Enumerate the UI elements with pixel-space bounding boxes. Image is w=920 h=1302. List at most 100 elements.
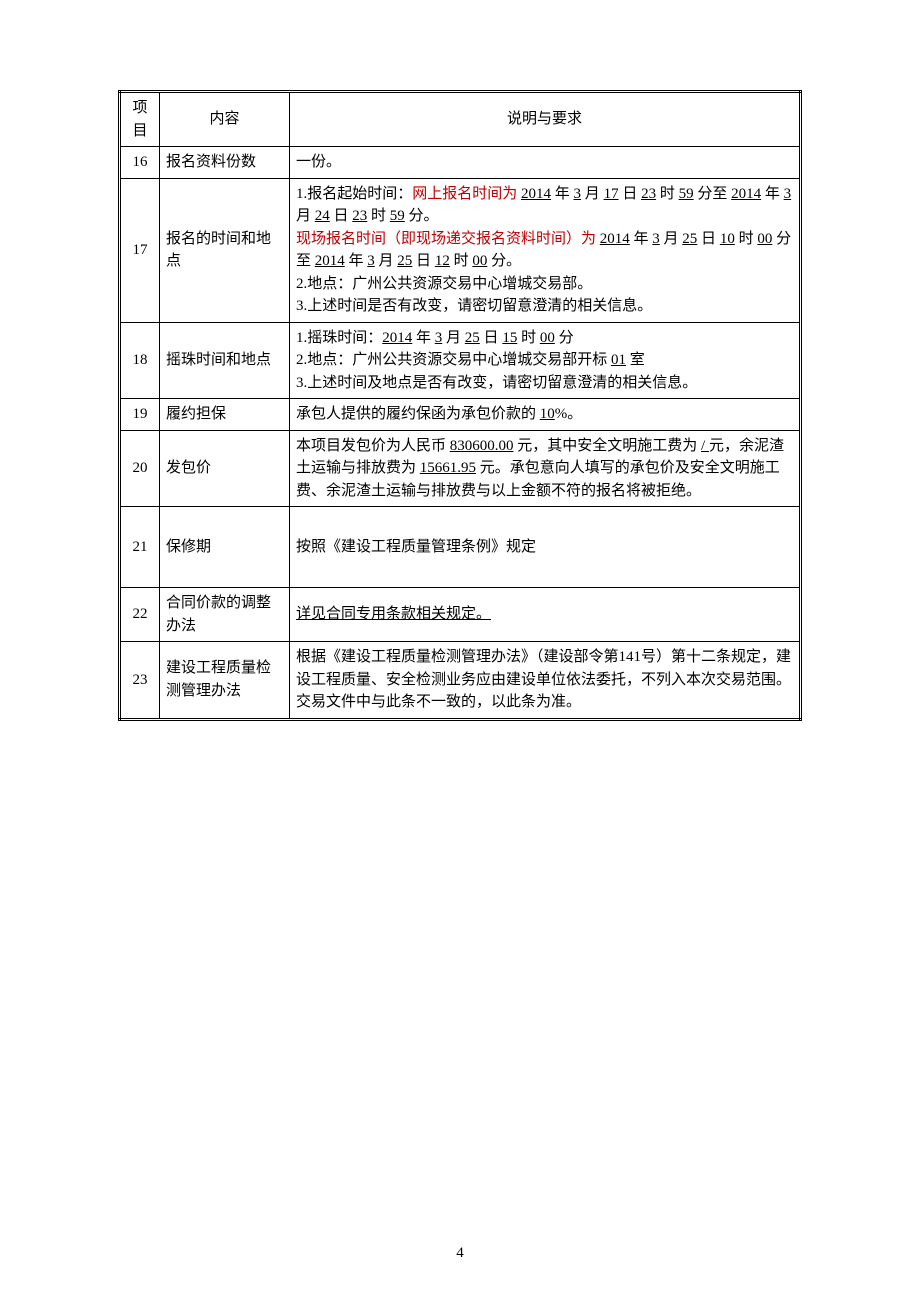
text-segment: 3.上述时间及地点是否有改变，请密切留意澄清的相关信息。 xyxy=(296,375,697,391)
text-segment: 分。 xyxy=(487,253,521,269)
cell-name: 合同价款的调整办法 xyxy=(160,588,290,642)
page-number: 4 xyxy=(0,1245,920,1262)
text-segment: 1.摇珠时间： xyxy=(296,330,382,346)
text-segment: 日 xyxy=(619,186,642,202)
cell-desc: 本项目发包价为人民币 830600.00 元，其中安全文明施工费为 / 元，余泥… xyxy=(290,430,801,507)
table-row: 21保修期按照《建设工程质量管理条例》规定 xyxy=(120,507,801,588)
cell-name: 报名资料份数 xyxy=(160,147,290,179)
text-segment: 时 xyxy=(517,330,540,346)
cell-name: 报名的时间和地点 xyxy=(160,178,290,322)
text-segment: 月 xyxy=(581,186,604,202)
text-segment: 日 xyxy=(480,330,503,346)
header-idx: 项目 xyxy=(120,92,160,147)
table-body: 16报名资料份数一份。17报名的时间和地点1.报名起始时间：网上报名时间为 20… xyxy=(120,147,801,720)
cell-desc: 承包人提供的履约保函为承包价款的 10%。 xyxy=(290,399,801,431)
requirements-table: 项目 内容 说明与要求 16报名资料份数一份。17报名的时间和地点1.报名起始时… xyxy=(118,90,802,721)
text-segment: 24 xyxy=(315,208,330,224)
text-segment: 2014 xyxy=(382,330,412,346)
text-segment: 00 xyxy=(757,231,772,247)
text-segment: 年 xyxy=(345,253,368,269)
text-segment: 00 xyxy=(540,330,555,346)
text-segment: 59 xyxy=(390,208,405,224)
document-page: 项目 内容 说明与要求 16报名资料份数一份。17报名的时间和地点1.报名起始时… xyxy=(0,0,920,1302)
cell-desc: 1.摇珠时间：2014 年 3 月 25 日 15 时 00 分2.地点：广州公… xyxy=(290,322,801,399)
text-segment: 2.地点：广州公共资源交易中心增城交易部。 xyxy=(296,276,592,292)
text-segment: 时 xyxy=(735,231,758,247)
cell-idx: 22 xyxy=(120,588,160,642)
text-segment: 月 xyxy=(375,253,398,269)
text-segment: 00 xyxy=(472,253,487,269)
text-segment: 12 xyxy=(435,253,450,269)
cell-name: 建设工程质量检测管理办法 xyxy=(160,642,290,720)
cell-idx: 21 xyxy=(120,507,160,588)
text-segment: 时 xyxy=(367,208,390,224)
text-segment: 年 xyxy=(630,231,653,247)
text-segment: 830600.00 xyxy=(450,438,514,454)
text-segment: 时 xyxy=(450,253,473,269)
text-segment: 本项目发包价为人民币 xyxy=(296,438,450,454)
text-segment: 15 xyxy=(502,330,517,346)
text-segment: 时 xyxy=(656,186,679,202)
text-segment: %。 xyxy=(555,406,583,422)
text-segment: 3 xyxy=(784,186,792,202)
cell-idx: 19 xyxy=(120,399,160,431)
table-row: 20发包价本项目发包价为人民币 830600.00 元，其中安全文明施工费为 /… xyxy=(120,430,801,507)
text-segment: 25 xyxy=(682,231,697,247)
cell-name: 保修期 xyxy=(160,507,290,588)
text-segment: 日 xyxy=(412,253,435,269)
text-segment: 1.报名起始时间： xyxy=(296,186,412,202)
text-segment: 分。 xyxy=(405,208,439,224)
cell-desc: 1.报名起始时间：网上报名时间为 2014 年 3 月 17 日 23 时 59… xyxy=(290,178,801,322)
text-segment: 月 xyxy=(660,231,683,247)
text-segment: 月 xyxy=(442,330,465,346)
text-segment: 年 xyxy=(551,186,574,202)
cell-desc: 按照《建设工程质量管理条例》规定 xyxy=(290,507,801,588)
table-row: 17报名的时间和地点1.报名起始时间：网上报名时间为 2014 年 3 月 17… xyxy=(120,178,801,322)
text-segment: 15661.95 xyxy=(420,460,476,476)
cell-desc: 根据《建设工程质量检测管理办法》（建设部令第141号）第十二条规定，建设工程质量… xyxy=(290,642,801,720)
table-row: 19履约担保承包人提供的履约保函为承包价款的 10%。 xyxy=(120,399,801,431)
table-row: 16报名资料份数一份。 xyxy=(120,147,801,179)
text-segment: 25 xyxy=(397,253,412,269)
cell-idx: 17 xyxy=(120,178,160,322)
text-segment: 23 xyxy=(352,208,367,224)
header-desc: 说明与要求 xyxy=(290,92,801,147)
text-segment: 分至 xyxy=(694,186,732,202)
cell-name: 履约担保 xyxy=(160,399,290,431)
text-segment: 10 xyxy=(540,406,555,422)
cell-name: 发包价 xyxy=(160,430,290,507)
text-segment: 网上报名时间为 xyxy=(412,186,521,202)
table-row: 18摇珠时间和地点1.摇珠时间：2014 年 3 月 25 日 15 时 00 … xyxy=(120,322,801,399)
text-segment: / xyxy=(701,438,709,454)
text-segment: 25 xyxy=(465,330,480,346)
header-name: 内容 xyxy=(160,92,290,147)
table-row: 22合同价款的调整办法详见合同专用条款相关规定。 xyxy=(120,588,801,642)
text-segment: 分 xyxy=(555,330,574,346)
table-header-row: 项目 内容 说明与要求 xyxy=(120,92,801,147)
table-row: 23建设工程质量检测管理办法根据《建设工程质量检测管理办法》（建设部令第141号… xyxy=(120,642,801,720)
text-segment: 10 xyxy=(720,231,735,247)
text-segment: 详见合同专用条款相关规定。 xyxy=(296,606,491,622)
text-segment: 日 xyxy=(697,231,720,247)
text-segment: 3 xyxy=(652,231,660,247)
cell-idx: 23 xyxy=(120,642,160,720)
text-segment: 2014 xyxy=(315,253,345,269)
text-segment: 元，其中安全文明施工费为 xyxy=(514,438,702,454)
text-segment: 3 xyxy=(574,186,582,202)
text-segment: 01 xyxy=(611,352,626,368)
text-segment: 室 xyxy=(626,352,645,368)
text-segment: 年 xyxy=(761,186,784,202)
cell-name: 摇珠时间和地点 xyxy=(160,322,290,399)
text-segment: 月 xyxy=(296,208,315,224)
text-segment: 3 xyxy=(367,253,375,269)
text-segment: 年 xyxy=(412,330,435,346)
text-segment: 2014 xyxy=(521,186,551,202)
text-segment: 日 xyxy=(330,208,353,224)
cell-desc: 详见合同专用条款相关规定。 xyxy=(290,588,801,642)
text-segment: 现场报名时间（即现场递交报名资料时间）为 xyxy=(296,231,600,247)
cell-desc: 一份。 xyxy=(290,147,801,179)
cell-idx: 20 xyxy=(120,430,160,507)
cell-idx: 16 xyxy=(120,147,160,179)
text-segment: 3.上述时间是否有改变，请密切留意澄清的相关信息。 xyxy=(296,298,652,314)
cell-idx: 18 xyxy=(120,322,160,399)
